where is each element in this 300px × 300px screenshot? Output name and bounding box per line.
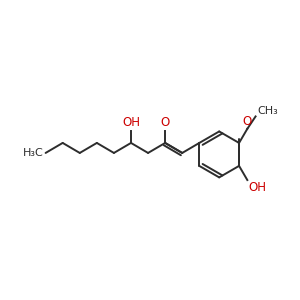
Text: O: O <box>243 115 252 128</box>
Text: O: O <box>160 116 170 129</box>
Text: CH₃: CH₃ <box>257 106 278 116</box>
Text: OH: OH <box>248 181 266 194</box>
Text: H₃C: H₃C <box>22 148 43 158</box>
Text: OH: OH <box>122 116 140 129</box>
